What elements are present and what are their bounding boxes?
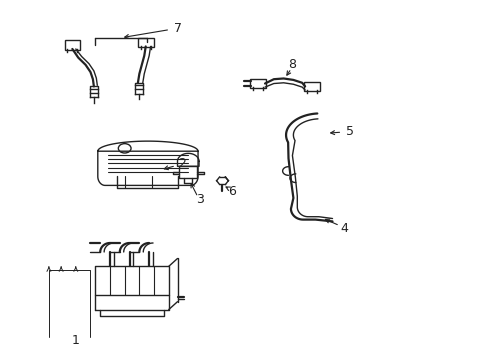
Text: 5: 5 (345, 125, 353, 138)
Text: 4: 4 (340, 222, 348, 235)
FancyBboxPatch shape (250, 79, 265, 88)
Text: 8: 8 (288, 58, 296, 71)
Text: 6: 6 (228, 185, 236, 198)
FancyBboxPatch shape (304, 82, 319, 91)
FancyBboxPatch shape (138, 38, 153, 47)
Text: 2: 2 (178, 157, 186, 170)
Text: 1: 1 (72, 334, 80, 347)
Text: 7: 7 (174, 22, 182, 35)
FancyBboxPatch shape (64, 40, 80, 50)
Text: 3: 3 (196, 193, 204, 206)
